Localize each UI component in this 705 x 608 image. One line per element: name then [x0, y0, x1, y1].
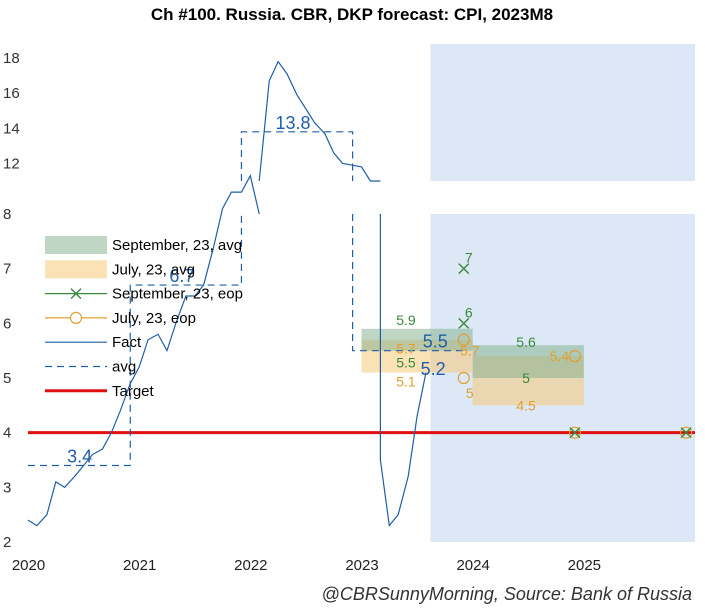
x-tick-label: 2025	[568, 557, 601, 574]
series-lines	[27, 60, 464, 528]
y-tick-label: 6	[3, 315, 11, 332]
y-tick-label: 4	[3, 425, 11, 442]
legend-sep-avg-swatch	[45, 236, 107, 254]
jul-eop-marker	[568, 426, 582, 439]
sep-eop-marker	[458, 263, 470, 275]
x-tick-label: 2020	[12, 557, 45, 574]
y-tick-label: 14	[3, 120, 20, 137]
y-tick-label: 16	[3, 85, 20, 102]
chart-title: Ch #100. Russia. CBR, DKP forecast: CPI,…	[151, 5, 553, 24]
y-tick-label: 2	[3, 534, 11, 551]
jul-avg-high-label: 5.7	[396, 341, 416, 357]
forecast-shading	[430, 44, 695, 542]
avg-label: 6.7	[169, 266, 194, 286]
legend-label: July, 23, eop	[112, 310, 196, 327]
legend-label: September, 23, eop	[112, 286, 243, 303]
sep-eop-label: 6	[465, 304, 473, 320]
legend: September, 23, avg July, 23, avg September…	[45, 236, 243, 400]
sep-eop-marker	[680, 427, 692, 439]
sep-eop-label: 7	[465, 250, 473, 266]
sep-avg-low-label: 5.5	[396, 355, 416, 371]
legend-label: Fact	[112, 334, 142, 351]
legend-label: Target	[112, 383, 155, 400]
avg-line	[240, 131, 354, 181]
x-axis-ticks: 2020 2021 2022 2023 2024 2025	[12, 557, 601, 574]
fact-line	[258, 60, 381, 182]
marker-stroke	[569, 427, 581, 439]
jul-eop-marker	[568, 350, 582, 363]
forecast-bands	[361, 328, 584, 406]
legend-jul-avg-swatch	[45, 260, 107, 279]
legend-sep-eop-marker	[70, 288, 82, 300]
marker-stroke	[458, 317, 470, 329]
fact-line	[27, 174, 260, 527]
avg-label: 5.5	[423, 332, 448, 352]
marker-stroke	[680, 427, 692, 439]
jul-eop-marker	[457, 333, 470, 346]
y-tick-label: 3	[3, 479, 11, 496]
sep-eop-marker	[569, 427, 581, 439]
avg-line	[352, 214, 464, 352]
eop-markers	[457, 263, 693, 439]
y-tick-label: 8	[3, 206, 11, 223]
sep-avg-high-label: 5.9	[396, 312, 416, 328]
legend-label: avg	[112, 359, 136, 376]
jul-avg-low-label: 4.5	[516, 397, 536, 413]
forecast-shade-upper	[430, 44, 695, 181]
jul-avg-high-label: 5.4	[550, 348, 570, 364]
source-note: @CBRSunnyMorning, Source: Bank of Russia	[322, 584, 692, 604]
x-tick-label: 2022	[234, 557, 267, 574]
y-axis-ticks: 12 14 16 18 2 3 4 5 6 7 8	[3, 50, 20, 551]
y-tick-label: 18	[3, 50, 20, 67]
sep-avg-high-label: 5.6	[516, 334, 536, 350]
jul-avg-low-label: 5.1	[396, 374, 416, 390]
x-tick-label: 2024	[456, 557, 489, 574]
fact-label: 5.2	[421, 359, 446, 379]
jul-eop-label: 5	[466, 385, 474, 401]
marker-stroke	[458, 263, 470, 275]
y-tick-label: 7	[3, 261, 11, 278]
jul-eop-marker	[457, 371, 470, 385]
y-tick-label: 12	[3, 155, 20, 172]
jul-eop-label: 5.7	[460, 343, 480, 359]
x-tick-label: 2021	[123, 557, 156, 574]
x-tick-label: 2023	[345, 557, 378, 574]
marker-stroke	[70, 288, 82, 300]
y-tick-label: 5	[3, 370, 11, 387]
legend-label: July, 23, avg	[112, 261, 195, 278]
fact-line	[379, 214, 427, 528]
data-labels: 3.46.713.85.55.25.95.55.75.15.655.44.576…	[67, 113, 569, 467]
avg-label: 3.4	[67, 446, 92, 466]
sep-avg-band	[361, 328, 473, 351]
sep-eop-marker	[458, 317, 470, 329]
legend-label: September, 23, avg	[112, 237, 242, 254]
sep-avg-low-label: 5	[522, 370, 530, 386]
legend-jul-eop-marker	[69, 311, 83, 324]
avg-label: 13.8	[275, 113, 310, 133]
sep-avg-band	[472, 345, 584, 378]
jul-eop-marker	[680, 426, 693, 439]
avg-line	[28, 214, 243, 467]
